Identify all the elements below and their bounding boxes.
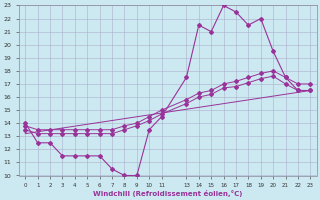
X-axis label: Windchill (Refroidissement éolien,°C): Windchill (Refroidissement éolien,°C) xyxy=(93,190,243,197)
